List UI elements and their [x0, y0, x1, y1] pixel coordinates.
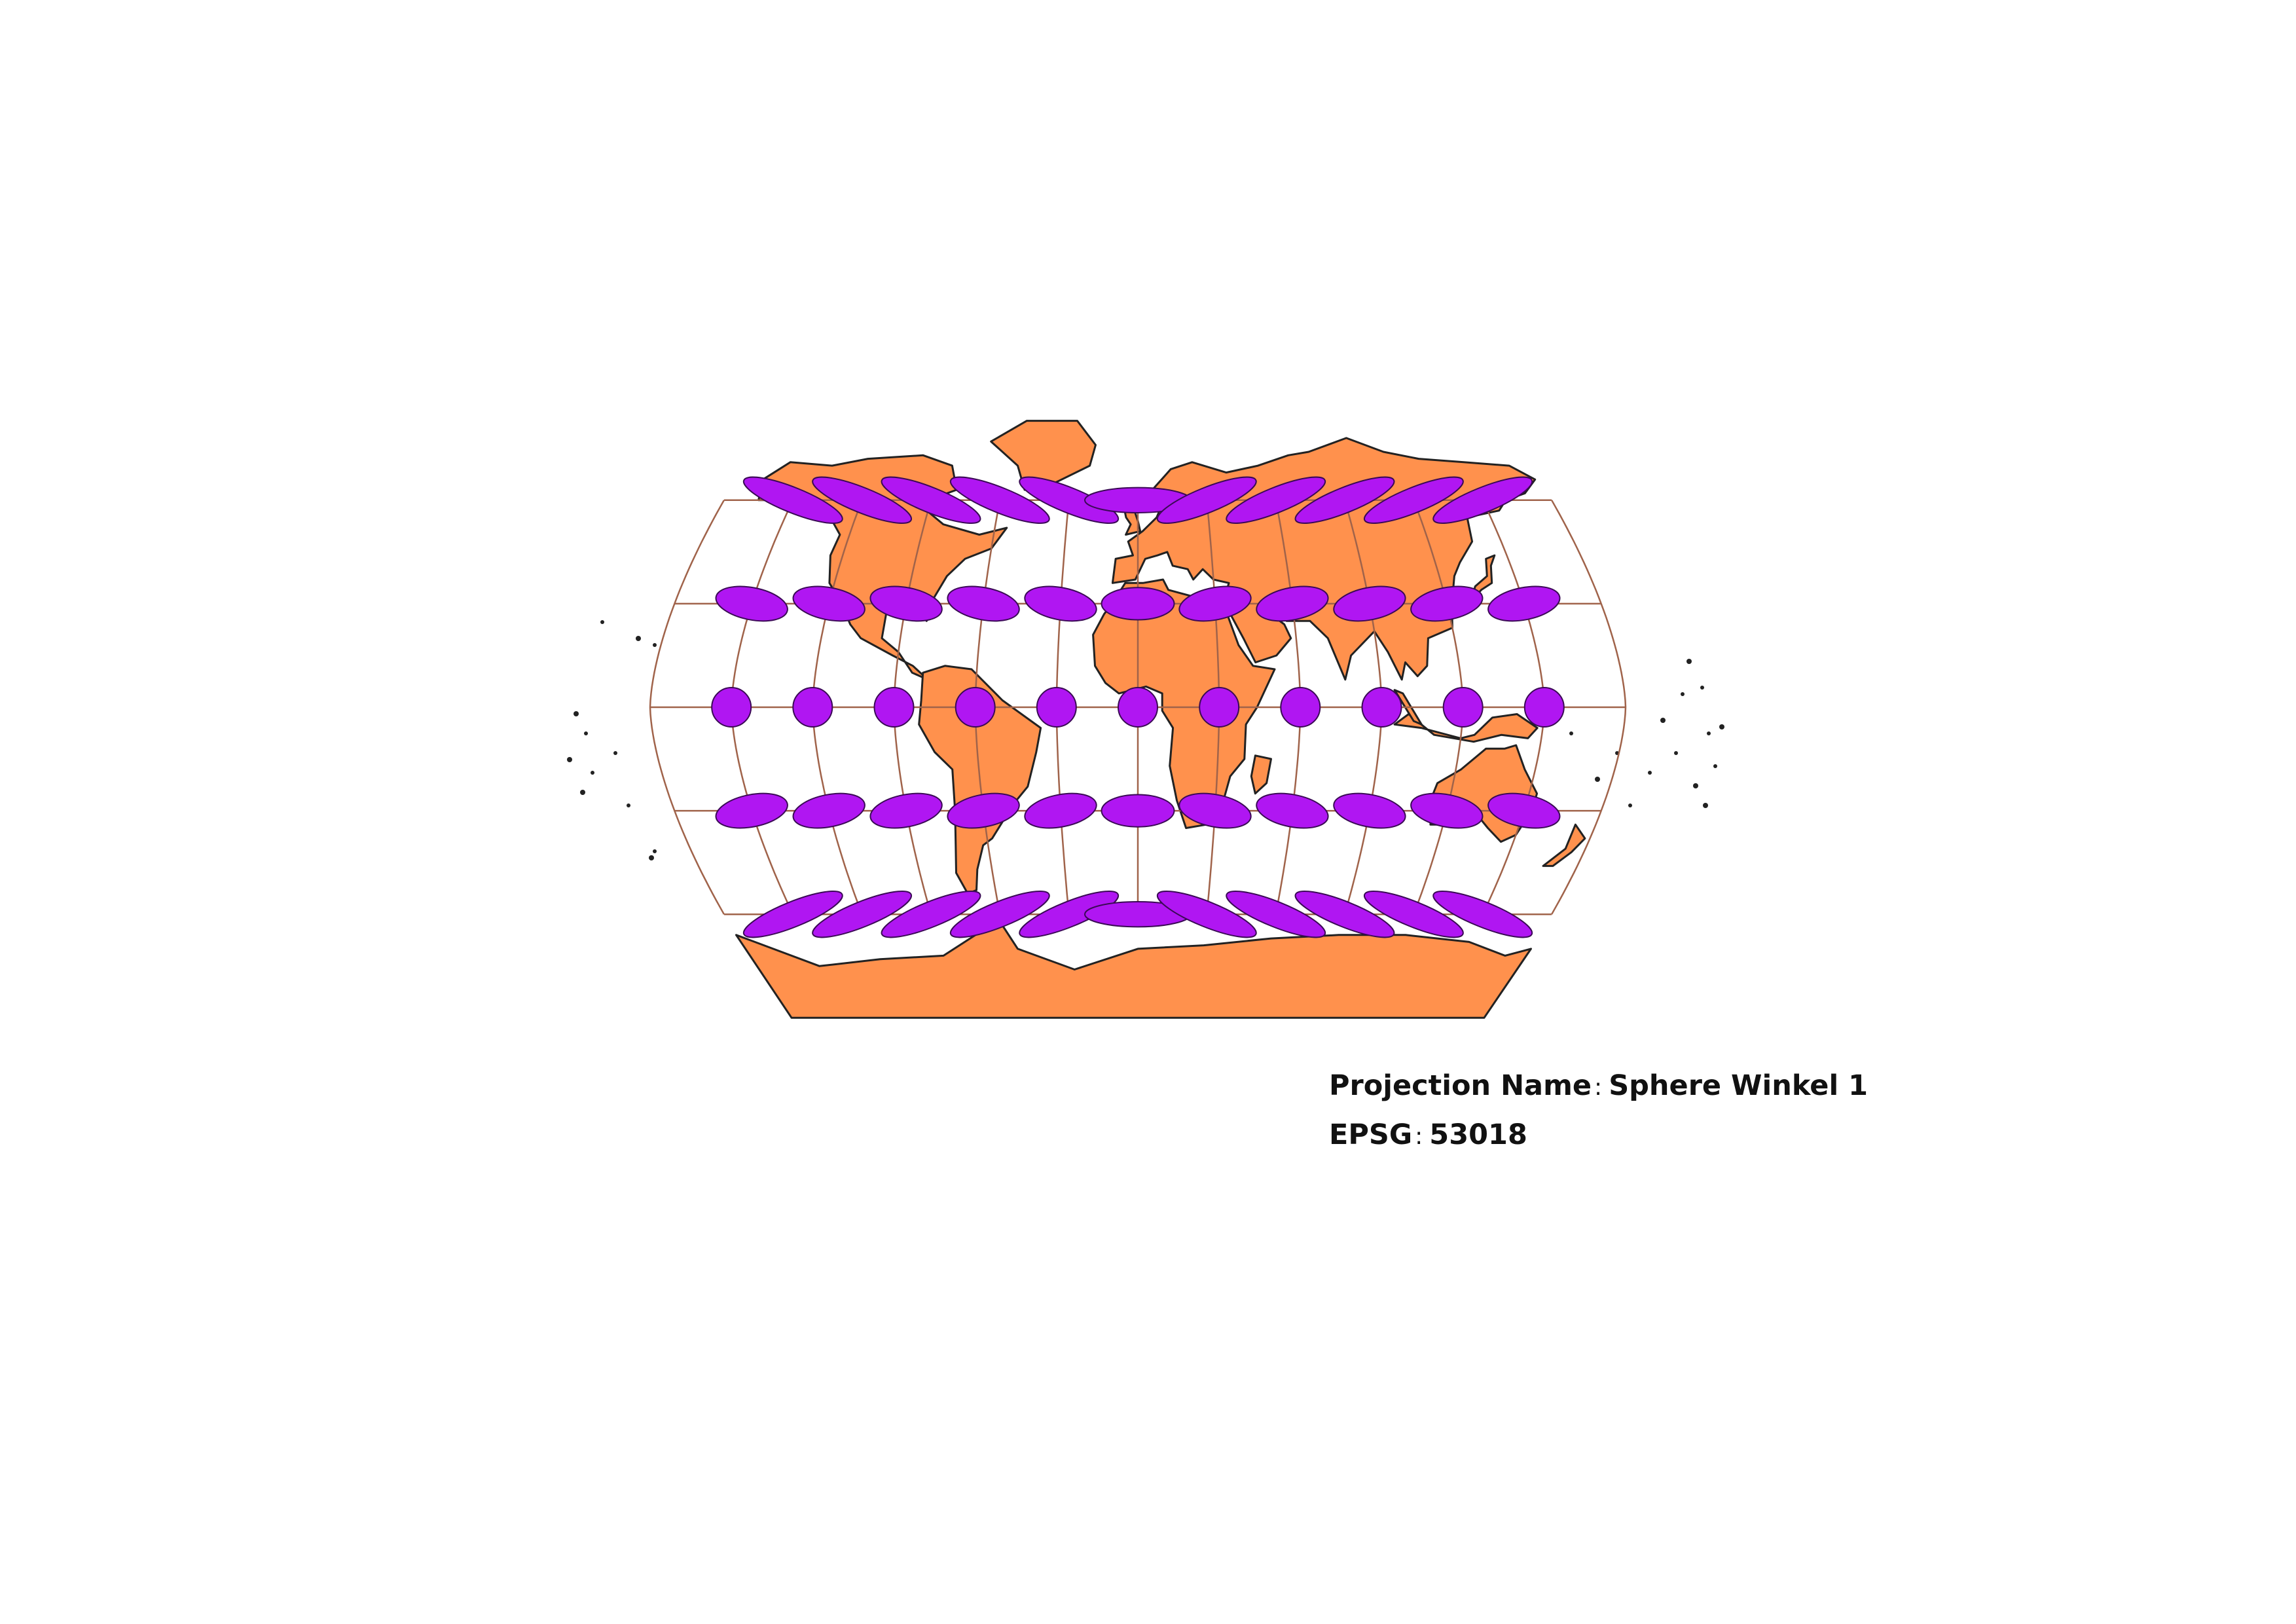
- tissot-ellipse: [1019, 476, 1120, 524]
- meridian-line: [1551, 500, 1627, 915]
- tissot-ellipse: [1280, 687, 1321, 728]
- tissot-ellipse: [1199, 687, 1240, 728]
- tissot-ellipse: [1156, 891, 1257, 938]
- tissot-ellipse: [1361, 687, 1402, 728]
- tissot-ellipse: [1226, 891, 1326, 938]
- tissot-ellipse: [947, 792, 1020, 829]
- tissot-ellipse: [1487, 792, 1561, 829]
- tissot-ellipse: [1101, 794, 1175, 828]
- land-japan: [1470, 554, 1496, 602]
- tissot-ellipse: [812, 476, 913, 524]
- tissot-ellipse: [792, 585, 866, 622]
- tissot-ellipse: [1101, 587, 1175, 621]
- tissot-ellipse: [1178, 585, 1252, 622]
- projection-name-separator: :: [1594, 1074, 1603, 1101]
- epsg-separator: :: [1415, 1123, 1423, 1150]
- tissot-ellipse: [1294, 891, 1395, 938]
- tissot-ellipse: [1019, 891, 1120, 938]
- tissot-ellipse: [715, 585, 788, 622]
- tissot-ellipse: [955, 687, 996, 728]
- tissot-ellipse: [1294, 476, 1395, 524]
- projection-name-value: Sphere Winkel 1: [1609, 1069, 1868, 1102]
- tissot-ellipse: [1178, 792, 1252, 829]
- tissot-ellipse: [1410, 585, 1484, 622]
- tissot-ellipse: [949, 476, 1050, 524]
- tissot-ellipse: [1523, 687, 1565, 728]
- tissot-ellipse: [742, 476, 843, 524]
- projection-name-line: Projection Name: Sphere Winkel 1: [1329, 1062, 1868, 1111]
- land-antarctica: [735, 923, 1532, 1019]
- tissot-ellipse: [1487, 585, 1561, 622]
- land-arabia-india-se: [1393, 713, 1539, 743]
- tissot-ellipse: [949, 891, 1050, 938]
- tissot-ellipse: [1432, 476, 1533, 524]
- epsg-line: EPSG:53018: [1329, 1111, 1868, 1160]
- tissot-ellipse: [1036, 687, 1077, 728]
- tissot-ellipse: [1333, 585, 1406, 622]
- tissot-ellipse: [1256, 585, 1329, 622]
- projection-name-label: Projection Name: [1329, 1069, 1592, 1102]
- tissot-ellipse: [711, 687, 752, 728]
- land-madagascar: [1250, 754, 1272, 795]
- tissot-ellipse: [1226, 476, 1326, 524]
- projection-info: Projection Name: Sphere Winkel 1 EPSG:530…: [1329, 1062, 1868, 1160]
- tissot-ellipse: [873, 687, 915, 728]
- tissot-ellipse: [1024, 585, 1097, 622]
- epsg-label: EPSG: [1329, 1118, 1413, 1151]
- tissot-ellipse: [881, 476, 981, 524]
- tissot-ellipse: [812, 891, 913, 938]
- island-specks: [567, 620, 1724, 860]
- tissot-ellipse: [792, 687, 833, 728]
- epsg-value: 53018: [1429, 1118, 1527, 1151]
- meridian-line: [649, 500, 725, 915]
- tissot-ellipse: [947, 585, 1020, 622]
- tissot-ellipse: [1118, 687, 1158, 728]
- tissot-ellipse: [881, 891, 981, 938]
- tissot-ellipse: [742, 891, 843, 938]
- land-new-zealand: [1542, 823, 1586, 867]
- tissot-ellipse: [869, 585, 943, 622]
- tissot-ellipse: [1363, 891, 1464, 938]
- tissot-ellipse: [715, 792, 788, 829]
- tissot-ellipse: [1156, 476, 1257, 524]
- tissot-ellipse: [1333, 792, 1406, 829]
- tissot-ellipse: [1442, 687, 1484, 728]
- tissot-ellipse: [1410, 792, 1484, 829]
- tissot-ellipse: [1432, 891, 1533, 938]
- tissot-ellipse: [1256, 792, 1329, 829]
- tissot-ellipse: [869, 792, 943, 829]
- tissot-ellipse: [1363, 476, 1464, 524]
- tissot-ellipse: [1024, 792, 1097, 829]
- tissot-indicatrices: [711, 476, 1565, 938]
- tissot-ellipse: [792, 792, 866, 829]
